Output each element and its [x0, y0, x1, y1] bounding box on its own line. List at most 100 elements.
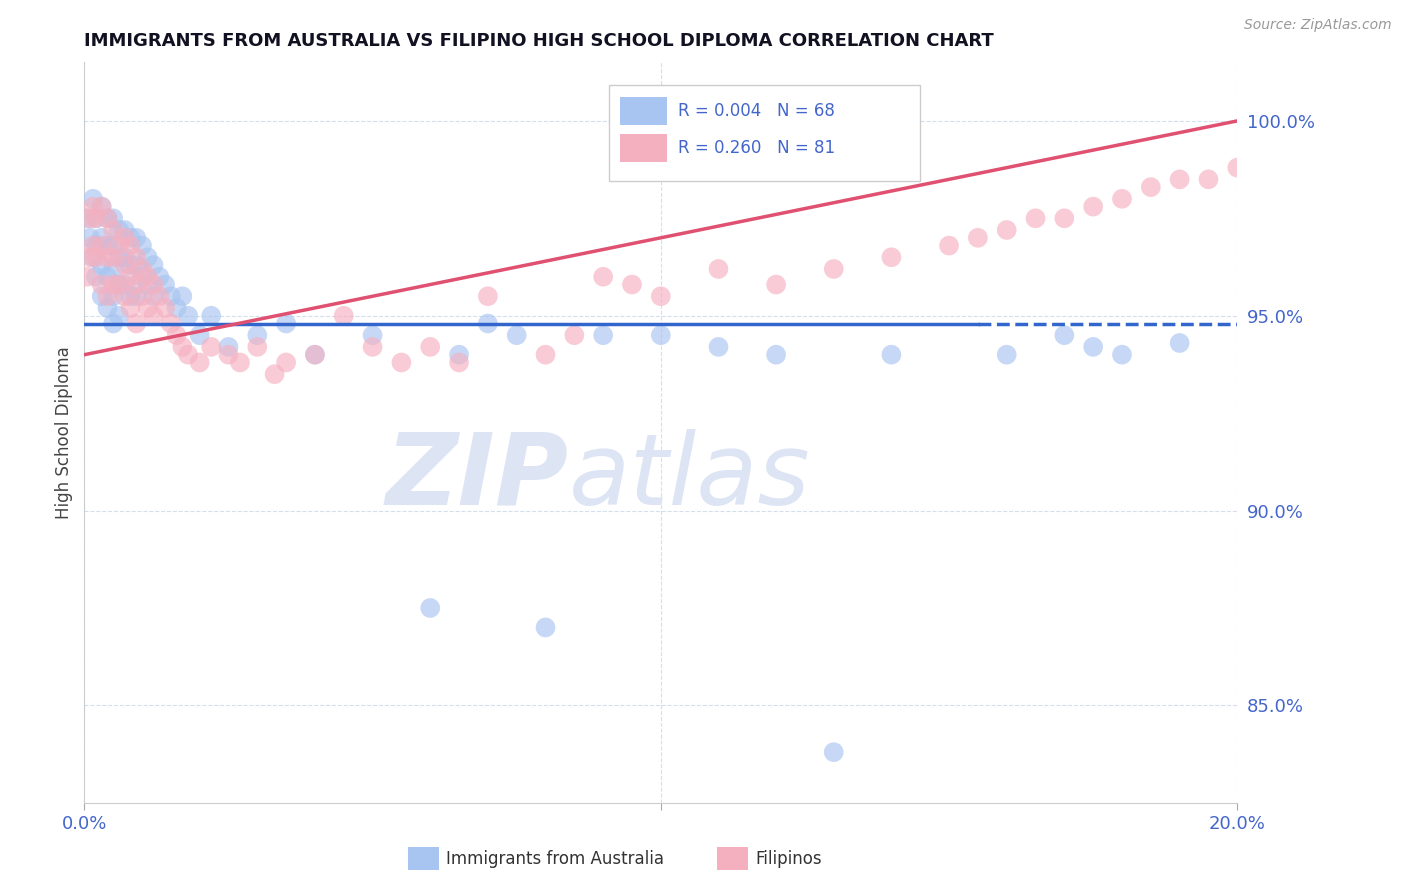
- Point: [1111, 348, 1133, 362]
- Point: [276, 317, 298, 331]
- Point: [131, 269, 153, 284]
- Point: [96, 238, 118, 252]
- Point: [131, 289, 153, 303]
- Point: [90, 231, 112, 245]
- Point: [218, 340, 240, 354]
- Point: [125, 277, 148, 292]
- Point: [108, 309, 131, 323]
- Point: [90, 258, 112, 272]
- Point: [96, 289, 118, 303]
- Point: [229, 355, 252, 369]
- Point: [120, 301, 142, 315]
- Point: [419, 340, 441, 354]
- Point: [76, 211, 98, 226]
- Point: [79, 211, 101, 226]
- Point: [707, 262, 730, 277]
- Point: [995, 223, 1018, 237]
- Point: [534, 620, 557, 634]
- Point: [246, 328, 269, 343]
- Point: [1025, 211, 1047, 226]
- Point: [650, 289, 672, 303]
- Point: [120, 289, 142, 303]
- Point: [166, 301, 188, 315]
- Point: [177, 348, 200, 362]
- Point: [1399, 126, 1406, 140]
- Point: [938, 238, 960, 252]
- Point: [114, 231, 136, 245]
- Text: IMMIGRANTS FROM AUSTRALIA VS FILIPINO HIGH SCHOOL DIPLOMA CORRELATION CHART: IMMIGRANTS FROM AUSTRALIA VS FILIPINO HI…: [84, 32, 994, 50]
- Point: [125, 317, 148, 331]
- Point: [136, 301, 159, 315]
- Point: [131, 262, 153, 277]
- Point: [103, 317, 124, 331]
- Bar: [620, 97, 666, 126]
- Point: [108, 277, 131, 292]
- Point: [1053, 211, 1076, 226]
- Point: [142, 289, 165, 303]
- Point: [1168, 336, 1191, 351]
- Point: [114, 258, 136, 272]
- Point: [153, 301, 176, 315]
- Point: [391, 355, 413, 369]
- Point: [1083, 340, 1105, 354]
- Point: [120, 258, 142, 272]
- Point: [1226, 161, 1249, 175]
- Point: [103, 238, 124, 252]
- Text: Immigrants from Australia: Immigrants from Australia: [446, 850, 664, 868]
- Point: [304, 348, 326, 362]
- Point: [108, 250, 131, 264]
- Point: [153, 277, 176, 292]
- Point: [148, 269, 170, 284]
- Point: [84, 250, 107, 264]
- Point: [125, 258, 148, 272]
- Point: [200, 340, 222, 354]
- Point: [765, 277, 787, 292]
- Point: [160, 289, 183, 303]
- Point: [103, 277, 124, 292]
- Point: [1140, 180, 1163, 194]
- Point: [172, 289, 194, 303]
- Point: [592, 269, 614, 284]
- Point: [79, 250, 101, 264]
- Point: [136, 269, 159, 284]
- Point: [276, 355, 298, 369]
- Point: [1341, 141, 1364, 155]
- Point: [120, 231, 142, 245]
- Point: [96, 301, 118, 315]
- Point: [707, 340, 730, 354]
- Point: [1168, 172, 1191, 186]
- Point: [967, 231, 990, 245]
- Point: [880, 348, 903, 362]
- Point: [103, 262, 124, 277]
- Point: [823, 745, 845, 759]
- Point: [1111, 192, 1133, 206]
- Point: [103, 250, 124, 264]
- Point: [136, 277, 159, 292]
- Point: [82, 238, 104, 252]
- Point: [1284, 153, 1306, 167]
- Text: ZIP: ZIP: [385, 428, 568, 525]
- Point: [564, 328, 586, 343]
- Point: [84, 211, 107, 226]
- Point: [1083, 200, 1105, 214]
- Text: R = 0.260   N = 81: R = 0.260 N = 81: [678, 139, 835, 157]
- Point: [79, 231, 101, 245]
- Point: [765, 348, 787, 362]
- Point: [823, 262, 845, 277]
- Point: [592, 328, 614, 343]
- Point: [114, 289, 136, 303]
- FancyBboxPatch shape: [609, 85, 921, 181]
- Point: [125, 289, 148, 303]
- Point: [103, 289, 124, 303]
- Point: [84, 269, 107, 284]
- Point: [120, 238, 142, 252]
- Point: [142, 309, 165, 323]
- Point: [621, 277, 644, 292]
- Point: [82, 192, 104, 206]
- Point: [449, 355, 471, 369]
- Text: atlas: atlas: [568, 428, 810, 525]
- Point: [96, 250, 118, 264]
- Point: [188, 355, 211, 369]
- Point: [142, 258, 165, 272]
- Point: [103, 211, 124, 226]
